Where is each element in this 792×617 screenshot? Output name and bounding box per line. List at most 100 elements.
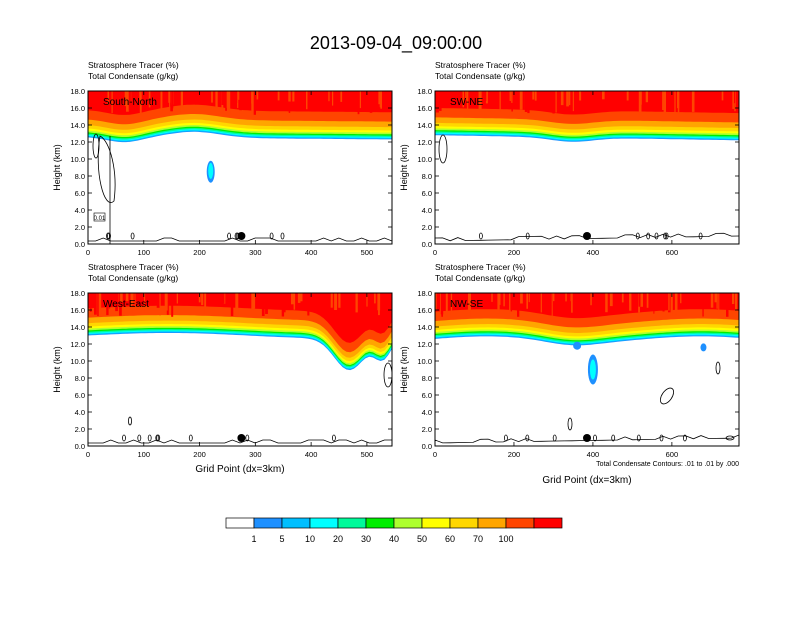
tracer-streak — [571, 293, 573, 313]
tracer-streak — [668, 293, 670, 311]
x-tick-label: 500 — [361, 248, 374, 257]
tracer-streak — [583, 293, 586, 312]
x-tick-label: 600 — [666, 248, 679, 257]
tracer-streak — [572, 91, 574, 112]
tracer-streak — [235, 91, 238, 103]
tracer-streak — [453, 293, 456, 302]
tracer-streak — [491, 293, 493, 302]
subtitle-line: Total Condensate (g/kg) — [88, 71, 178, 81]
tracer-streak — [215, 91, 218, 108]
tracer-streak — [435, 293, 437, 311]
subtitle-line: Stratosphere Tracer (%) — [88, 262, 179, 272]
tracer-streak — [640, 293, 643, 307]
colorbar-label: 10 — [305, 534, 315, 544]
y-tick-label: 10.0 — [70, 357, 85, 366]
tracer-streak — [164, 293, 168, 311]
tracer-streak — [267, 91, 269, 106]
tracer-streak — [524, 91, 528, 112]
subtitle-line: Total Condensate (g/kg) — [435, 273, 525, 283]
y-tick-label: 18.0 — [70, 289, 85, 298]
tracer-streak — [317, 293, 320, 313]
x-tick-label: 200 — [508, 248, 521, 257]
tracer-streak — [315, 293, 318, 306]
y-axis-label: Height (km) — [399, 144, 409, 191]
tracer-streak — [143, 91, 146, 110]
y-tick-label: 16.0 — [417, 306, 432, 315]
tracer-streak — [141, 91, 145, 100]
tracer-streak — [340, 91, 343, 102]
condensate-contours — [88, 362, 392, 444]
colorbar-label: 1 — [251, 534, 256, 544]
condensate-contour — [715, 361, 721, 375]
condensate-contour — [88, 237, 392, 242]
tracer-streak — [503, 293, 505, 307]
y-tick-label: 4.0 — [75, 206, 85, 215]
tracer-streak — [585, 91, 588, 106]
tracer-streak — [547, 293, 549, 311]
contour-label: 0.01 — [94, 216, 106, 222]
condensate-contour — [188, 434, 193, 442]
tracer-streak — [343, 293, 346, 306]
tracer-streak — [462, 91, 464, 108]
tracer-streak — [321, 293, 323, 309]
tracer-streak — [513, 91, 516, 107]
tracer-streak — [662, 91, 665, 110]
tracer-streak — [388, 293, 391, 302]
tracer-streak — [540, 293, 542, 313]
subtitle-line: Total Condensate (g/kg) — [88, 273, 178, 283]
tracer-streak — [634, 91, 637, 103]
tracer-streak — [435, 91, 439, 113]
tracer-streak — [725, 91, 727, 106]
tracer-streak — [332, 91, 334, 106]
y-tick-label: 8.0 — [75, 374, 85, 383]
tracer-streak — [120, 293, 123, 302]
tracer-streak — [483, 91, 487, 102]
tracer-streak — [307, 293, 310, 316]
x-tick-label: 0 — [433, 248, 437, 257]
tracer-streak — [674, 91, 676, 115]
tracer-streak — [663, 91, 666, 114]
y-axis-label: Height (km) — [399, 346, 409, 393]
panel-south-north: 0.01 South-North Stratosphere Tracer (%)To… — [52, 60, 393, 257]
tracer-streak — [551, 293, 553, 316]
y-tick-label: 4.0 — [75, 408, 85, 417]
x-tick-label: 200 — [508, 450, 521, 459]
tracer-streak — [677, 91, 680, 109]
y-tick-label: 18.0 — [417, 87, 432, 96]
y-tick-label: 12.0 — [70, 138, 85, 147]
tracer-streak — [261, 293, 265, 316]
y-tick-label: 14.0 — [417, 121, 432, 130]
tracer-streak — [706, 91, 708, 103]
tracer-streak — [230, 293, 234, 306]
tracer-streak — [239, 91, 242, 111]
y-tick-label: 6.0 — [422, 391, 432, 400]
y-tick-label: 10.0 — [417, 155, 432, 164]
tracer-streak — [590, 91, 593, 101]
tracer-streak — [691, 91, 695, 112]
tracer-band — [88, 293, 392, 343]
tracer-streak — [526, 293, 528, 309]
tracer-streak — [170, 91, 173, 112]
tracer-streak — [251, 91, 253, 104]
tracer-streak — [333, 293, 335, 314]
tracer-streak — [245, 293, 248, 304]
condensate-contour — [435, 434, 739, 444]
tracer-streak — [159, 293, 161, 316]
tracer-streak — [286, 91, 289, 106]
tracer-streak — [153, 91, 156, 106]
tracer-streak — [248, 91, 250, 106]
tracer-streak — [338, 293, 341, 308]
colorbar-label: 5 — [279, 534, 284, 544]
colorbar-swatch — [393, 517, 423, 529]
y-tick-label: 4.0 — [422, 206, 432, 215]
colorbar-swatch — [337, 517, 367, 529]
tracer-streak — [553, 293, 555, 302]
tracer-streak — [688, 293, 690, 304]
tracer-streak — [253, 91, 256, 115]
tracer-streak — [609, 293, 613, 307]
tracer-streak — [700, 91, 704, 111]
condensate-contour — [660, 387, 674, 405]
tracer-streak — [377, 293, 381, 311]
y-tick-label: 2.0 — [422, 425, 432, 434]
